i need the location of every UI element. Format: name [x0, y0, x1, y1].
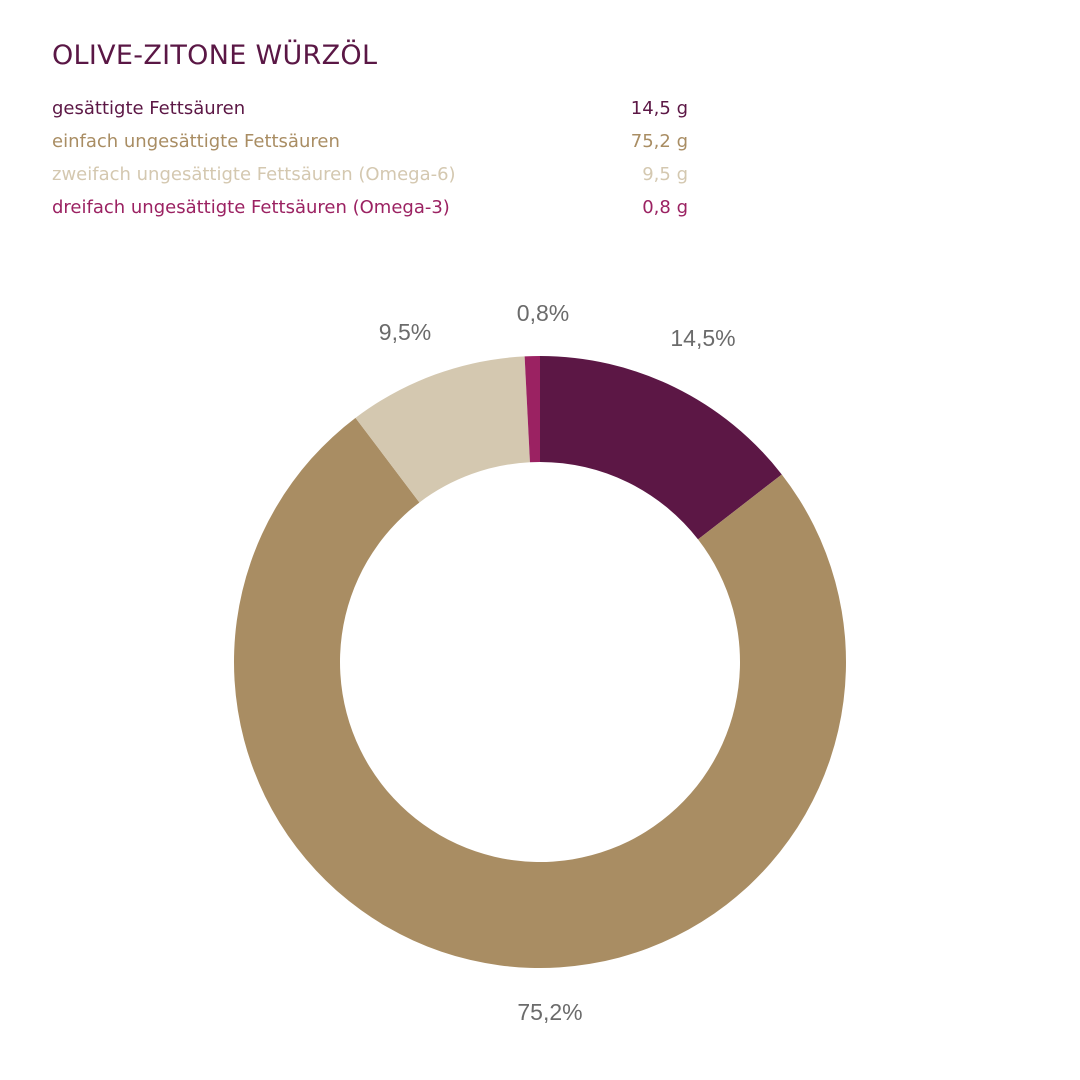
- legend-label: einfach ungesättigte Fettsäuren: [52, 131, 340, 152]
- label-mono: 75,2%: [517, 999, 583, 1025]
- donut-segment-omega6: [355, 356, 530, 503]
- legend: gesättigte Fettsäuren 14,5 g einfach ung…: [52, 95, 688, 227]
- legend-row-mono: einfach ungesättigte Fettsäuren 75,2 g: [52, 128, 688, 161]
- label-omega6: 9,5%: [378, 319, 432, 345]
- legend-row-saturated: gesättigte Fettsäuren 14,5 g: [52, 95, 688, 128]
- donut-segment-saturated: [540, 356, 782, 540]
- legend-label: gesättigte Fettsäuren: [52, 98, 246, 119]
- legend-label: zweifach ungesättigte Fettsäuren (Omega-…: [52, 164, 456, 185]
- donut-segment-omega3: [524, 356, 540, 463]
- legend-row-omega3: dreifach ungesättigte Fettsäuren (Omega-…: [52, 194, 688, 227]
- legend-label: dreifach ungesättigte Fettsäuren (Omega-…: [52, 197, 450, 218]
- legend-value: 14,5 g: [630, 98, 688, 119]
- label-saturated: 14,5%: [670, 325, 736, 351]
- legend-row-omega6: zweifach ungesättigte Fettsäuren (Omega-…: [52, 161, 688, 194]
- label-omega3: 0,8%: [516, 300, 570, 326]
- chart-title: OLIVE-ZITONE WÜRZÖL: [52, 40, 378, 71]
- donut-segment-mono: [233, 417, 846, 969]
- legend-value: 9,5 g: [642, 164, 688, 185]
- legend-value: 0,8 g: [642, 197, 688, 218]
- legend-value: 75,2 g: [630, 131, 688, 152]
